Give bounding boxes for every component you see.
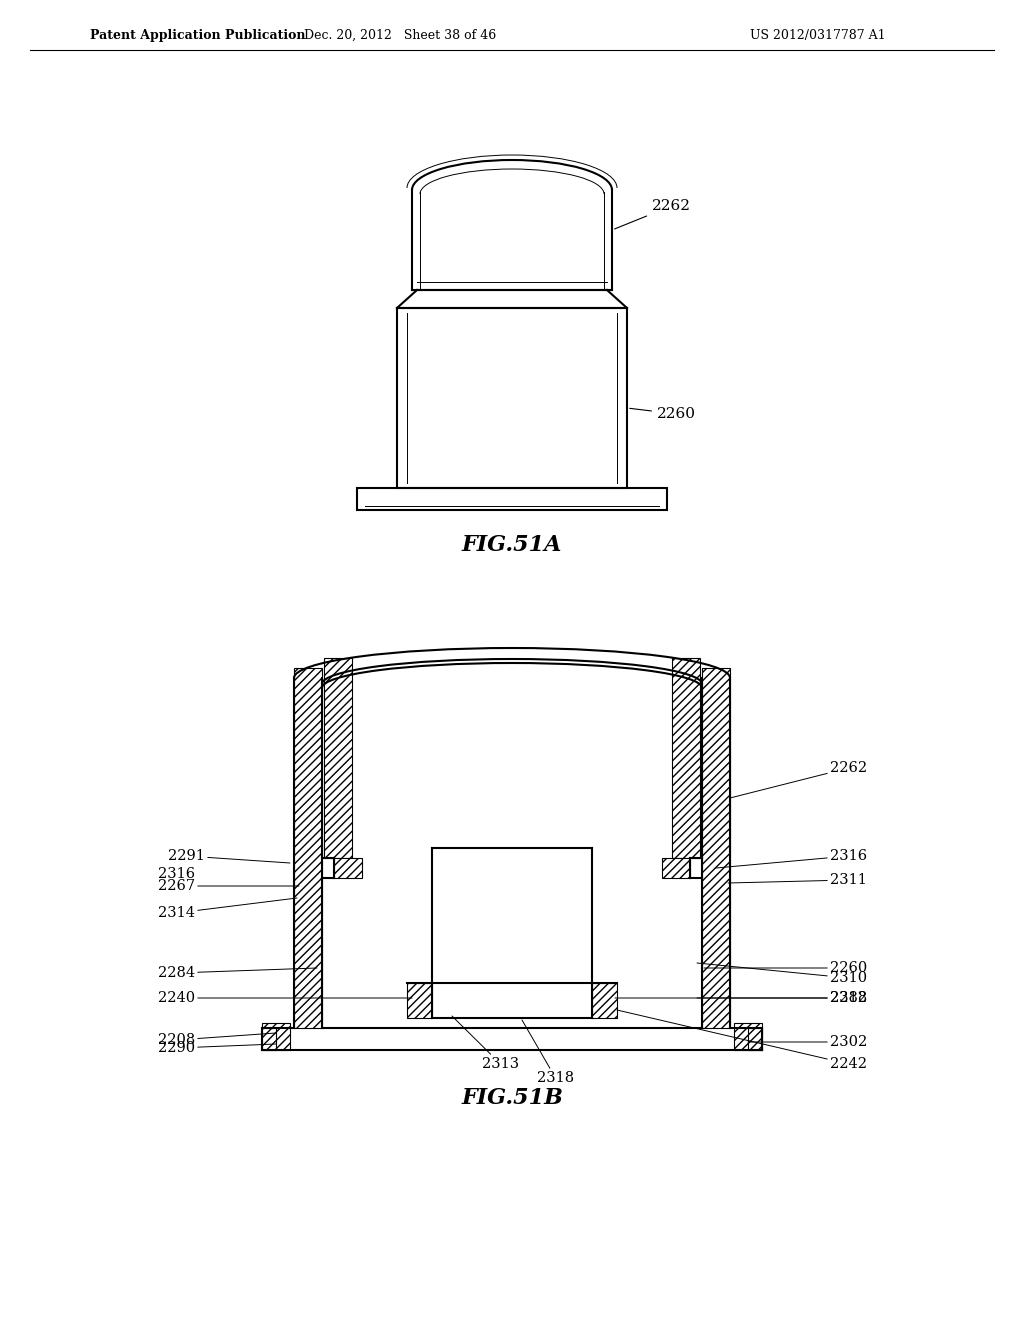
- Polygon shape: [662, 858, 690, 878]
- Text: 2310: 2310: [697, 964, 867, 985]
- Text: FIG.51B: FIG.51B: [461, 1086, 563, 1109]
- Polygon shape: [262, 1023, 290, 1049]
- Polygon shape: [592, 983, 617, 1018]
- Text: 2262: 2262: [614, 199, 691, 228]
- Text: 2316: 2316: [716, 849, 867, 869]
- Text: 2288: 2288: [615, 991, 867, 1005]
- Polygon shape: [294, 668, 322, 1028]
- Polygon shape: [407, 983, 432, 1018]
- Polygon shape: [734, 1023, 762, 1049]
- Text: 2291: 2291: [168, 849, 290, 863]
- Text: 2260: 2260: [705, 961, 867, 975]
- Text: FIG.51A: FIG.51A: [462, 535, 562, 556]
- Text: 2242: 2242: [617, 1010, 867, 1071]
- Text: 2313: 2313: [452, 1016, 519, 1071]
- Text: 2318: 2318: [522, 1020, 574, 1085]
- Text: 2311: 2311: [728, 873, 867, 887]
- Polygon shape: [262, 1028, 276, 1049]
- Text: 2284: 2284: [158, 966, 317, 979]
- Text: Dec. 20, 2012   Sheet 38 of 46: Dec. 20, 2012 Sheet 38 of 46: [304, 29, 496, 41]
- Text: 2267: 2267: [158, 879, 299, 894]
- Text: Patent Application Publication: Patent Application Publication: [90, 29, 305, 41]
- Text: 2260: 2260: [630, 407, 696, 421]
- Polygon shape: [748, 1028, 762, 1049]
- Text: 2240: 2240: [158, 991, 412, 1005]
- Text: 2262: 2262: [730, 762, 867, 799]
- Polygon shape: [672, 657, 700, 858]
- Polygon shape: [324, 657, 352, 858]
- Text: 2314: 2314: [158, 898, 297, 920]
- Text: 2312: 2312: [697, 991, 867, 1005]
- Text: 2302: 2302: [748, 1035, 867, 1049]
- Polygon shape: [334, 858, 362, 878]
- Text: 2290: 2290: [158, 1041, 276, 1055]
- Polygon shape: [702, 668, 730, 1028]
- Text: US 2012/0317787 A1: US 2012/0317787 A1: [750, 29, 886, 41]
- Text: 2208: 2208: [158, 1034, 276, 1047]
- Text: 2316: 2316: [158, 867, 195, 880]
